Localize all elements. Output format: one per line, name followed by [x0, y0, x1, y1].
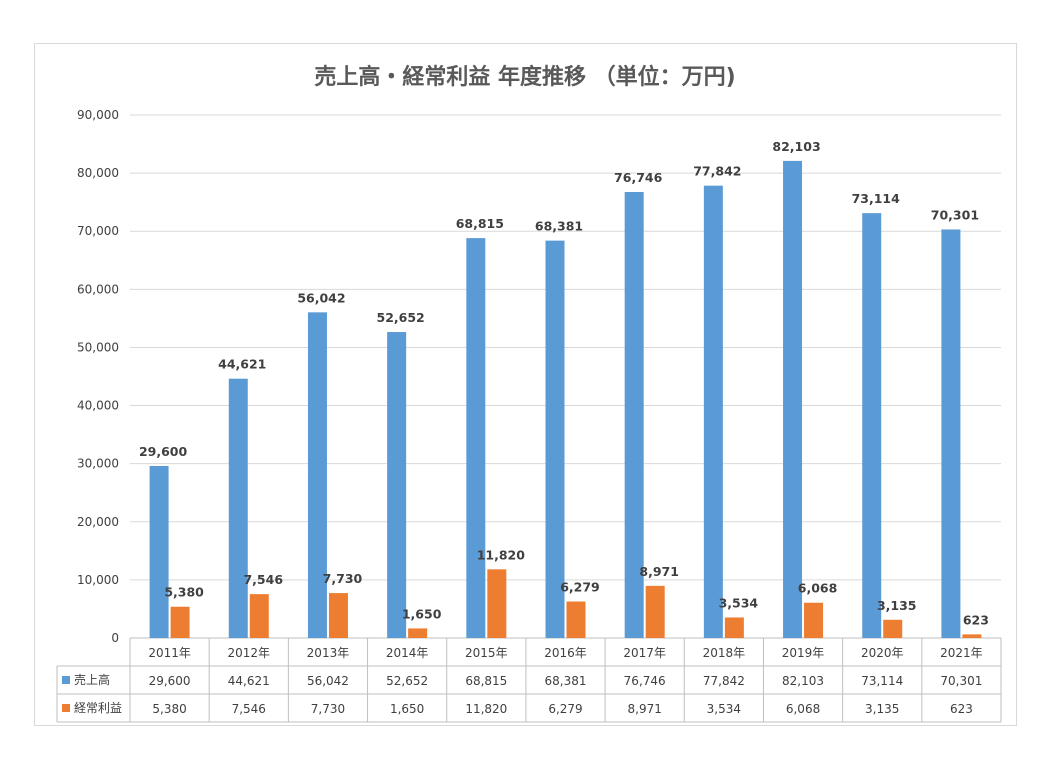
table-cell: 56,042 [307, 674, 349, 688]
data-label-profit: 5,380 [164, 585, 204, 600]
data-label-sales: 82,103 [772, 139, 820, 154]
table-cell: 6,068 [786, 702, 820, 716]
y-tick-label: 90,000 [77, 108, 119, 122]
bar-profit [408, 628, 428, 638]
data-label-profit: 3,534 [719, 595, 759, 610]
table-cell: 44,621 [228, 674, 270, 688]
table-cell: 5,380 [152, 702, 186, 716]
y-tick-label: 80,000 [77, 166, 119, 180]
category-label: 2019年 [782, 646, 825, 660]
data-label-sales: 70,301 [931, 207, 979, 222]
table-cell: 7,546 [232, 702, 266, 716]
y-tick-label: 10,000 [77, 573, 119, 587]
y-tick-label: 40,000 [77, 399, 119, 413]
y-tick-label: 70,000 [77, 224, 119, 238]
table-cell: 70,301 [940, 674, 982, 688]
legend-key [62, 704, 70, 712]
data-label-sales: 76,746 [614, 170, 663, 185]
data-label-profit: 3,135 [877, 598, 917, 613]
category-label: 2013年 [307, 646, 350, 660]
table-cell: 1,650 [390, 702, 424, 716]
data-label-profit: 6,279 [560, 580, 600, 595]
data-label-sales: 29,600 [139, 444, 188, 459]
y-tick-label: 50,000 [77, 340, 119, 354]
bar-sales [228, 378, 248, 638]
table-cell: 3,135 [865, 702, 899, 716]
table-cell: 82,103 [782, 674, 824, 688]
data-label-profit: 7,730 [323, 571, 363, 586]
category-label: 2011年 [148, 646, 191, 660]
bar-sales [783, 160, 803, 638]
data-label-profit: 1,650 [402, 606, 442, 621]
data-label-sales: 68,815 [456, 216, 504, 231]
table-cell: 29,600 [149, 674, 191, 688]
bar-profit [170, 606, 190, 638]
legend-key [62, 676, 70, 684]
bar-profit [804, 602, 824, 638]
bar-profit [328, 593, 348, 638]
table-cell: 52,652 [386, 674, 428, 688]
table-cell: 6,279 [548, 702, 582, 716]
data-label-sales: 73,114 [852, 191, 901, 206]
bar-profit [724, 617, 744, 638]
category-label: 2014年 [386, 646, 429, 660]
category-label: 2015年 [465, 646, 508, 660]
bar-profit [883, 619, 903, 638]
data-label-profit: 7,546 [243, 572, 283, 587]
y-tick-label: 60,000 [77, 282, 119, 296]
y-tick-label: 20,000 [77, 515, 119, 529]
data-label-profit: 6,068 [798, 581, 838, 596]
table-cell: 77,842 [703, 674, 745, 688]
bar-sales [149, 465, 169, 638]
bar-profit [645, 585, 665, 638]
category-label: 2018年 [703, 646, 746, 660]
series-name: 売上高 [74, 672, 110, 687]
bar-sales [307, 312, 327, 638]
y-tick-label: 30,000 [77, 457, 119, 471]
category-label: 2016年 [544, 646, 587, 660]
y-tick-label: 0 [111, 631, 119, 645]
data-label-sales: 68,381 [535, 219, 583, 234]
bar-sales [941, 229, 961, 638]
category-label: 2021年 [940, 646, 983, 660]
table-cell: 76,746 [624, 674, 666, 688]
category-label: 2017年 [623, 646, 666, 660]
series-name: 経常利益 [74, 701, 122, 715]
chart-title: 売上高・経常利益 年度推移 （単位：万円) [314, 64, 735, 90]
bar-profit [962, 634, 982, 638]
category-label: 2020年 [861, 646, 904, 660]
bar-sales [545, 240, 565, 638]
table-cell: 68,381 [545, 674, 587, 688]
category-label: 2012年 [227, 646, 270, 660]
bar-sales [387, 332, 407, 638]
table-cell: 623 [950, 702, 973, 716]
bar-profit [566, 601, 586, 638]
data-label-profit: 11,820 [477, 547, 526, 562]
chart: 売上高・経常利益 年度推移 （単位：万円) 0 10,000 20,000 30,000… [56, 64, 1002, 723]
bar-sales [624, 192, 644, 639]
table-cell: 73,114 [861, 674, 903, 688]
bar-profit [487, 569, 507, 638]
data-label-sales: 52,652 [377, 310, 425, 325]
data-label-profit: 623 [963, 612, 989, 627]
data-label-sales: 77,842 [693, 164, 741, 179]
data-label-sales: 44,621 [218, 357, 266, 372]
bar-sales [466, 238, 486, 638]
bar-profit [249, 594, 269, 638]
chart-frame: 売上高・経常利益 年度推移 （単位：万円) 0 10,000 20,000 30,000… [34, 43, 1017, 726]
table-cell: 3,534 [707, 702, 741, 716]
data-label-sales: 56,042 [297, 290, 345, 305]
bar-sales [703, 185, 723, 638]
data-label-profit: 8,971 [639, 564, 679, 579]
table-cell: 8,971 [628, 702, 662, 716]
table-cell: 7,730 [311, 702, 345, 716]
bar-sales [862, 213, 882, 639]
table-cell: 11,820 [465, 702, 507, 716]
table-cell: 68,815 [465, 674, 507, 688]
